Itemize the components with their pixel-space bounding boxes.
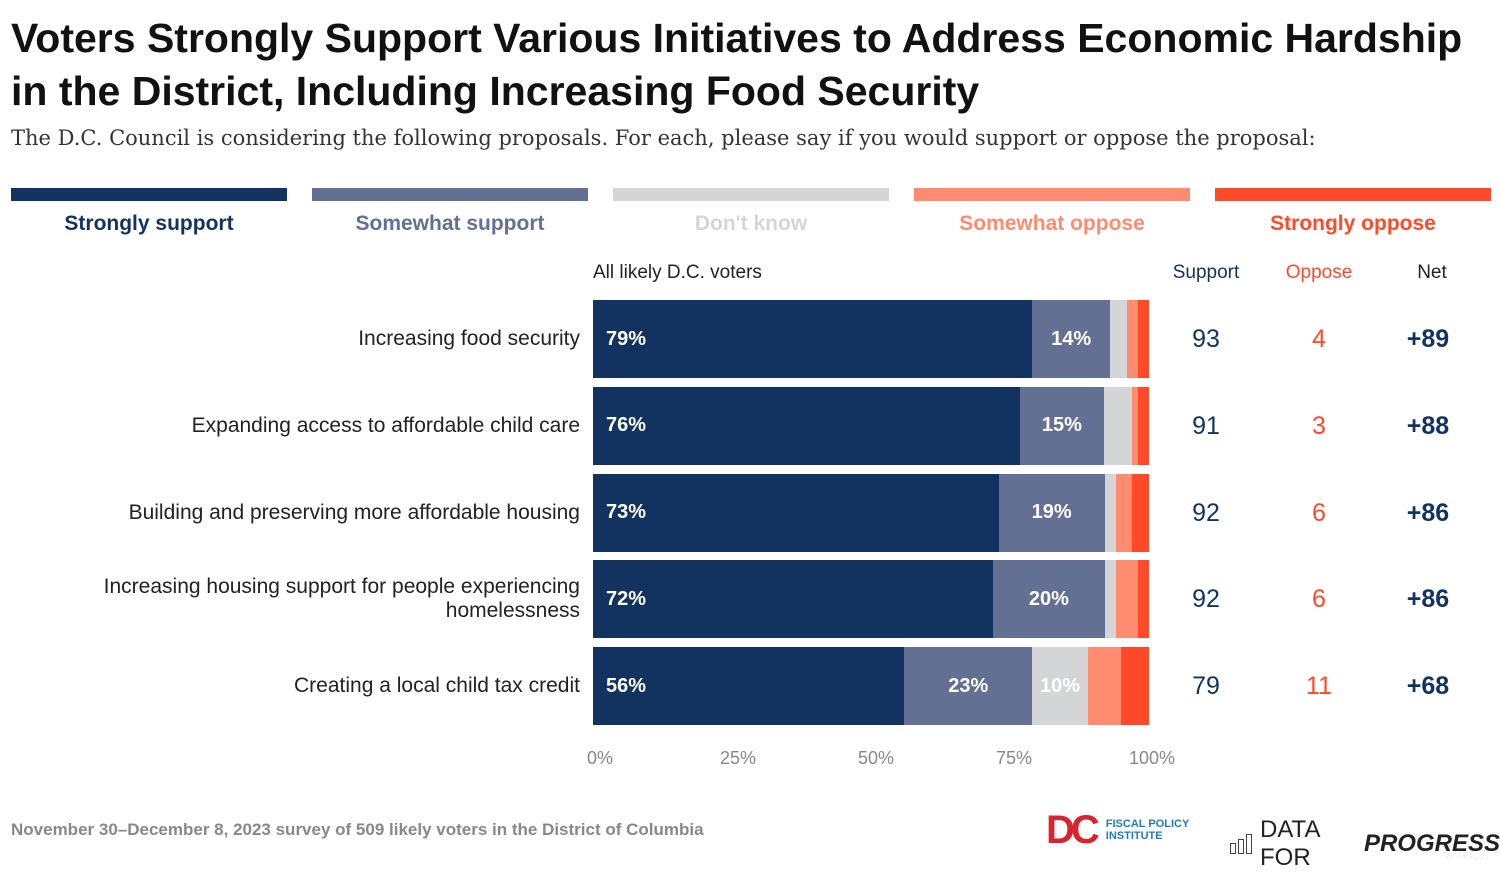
bar-chart-icon [1230,834,1252,854]
legend-swatch [312,188,588,201]
bar-segment-strongly-oppose [1121,647,1149,726]
support-value: 92 [1192,498,1220,527]
support-value: 79 [1192,672,1220,701]
bar-segment-don-t-know [1104,473,1116,552]
support-value: 91 [1192,411,1220,440]
bar-segment-somewhat-support: 14% [1032,300,1111,378]
footer-note: November 30–December 8, 2023 survey of 5… [11,820,704,839]
bar-segment-somewhat-oppose [1115,473,1133,552]
legend-label: Don't know [694,212,808,235]
data-label: 73% [606,501,647,524]
legend-swatch [1215,188,1491,201]
dfp-logo: DATA FOR PROGRESS [1230,816,1500,872]
bar-segment-somewhat-support: 20% [993,560,1105,639]
support-value: 93 [1192,325,1220,353]
bar-segment-somewhat-support: 15% [1019,386,1105,465]
data-label: 23% [948,674,989,697]
stacked-bar: 56% 23% 10% [593,647,1149,726]
legend-label: Strongly oppose [1270,212,1436,235]
data-label: 19% [1031,501,1072,524]
legend-item: Strongly support [11,188,287,236]
data-label: 56% [606,674,647,697]
bar-segment-strongly-oppose [1137,386,1149,465]
legend-item: Somewhat oppose [914,188,1190,236]
bar-segment-somewhat-oppose [1126,300,1138,378]
oppose-value: 4 [1312,325,1326,353]
category-label: Expanding access to affordable child car… [191,413,580,437]
oppose-value: 6 [1312,585,1326,614]
bar-segment-strongly-support: 72% [593,560,994,639]
net-value: +86 [1406,585,1450,614]
bar-segment-don-t-know: 10% [1032,647,1088,726]
bar-segment-don-t-know [1104,386,1133,465]
x-tick-label: 50% [857,748,895,768]
bar-segment-somewhat-support: 23% [904,647,1033,726]
data-label: 72% [606,587,647,610]
oppose-value: 3 [1312,411,1326,440]
bar-segment-somewhat-support: 19% [998,473,1105,552]
bar-segment-strongly-oppose [1137,300,1149,378]
stacked-bar: 72% 20% [593,560,1149,639]
data-label: 20% [1028,587,1069,610]
legend-label: Somewhat oppose [959,212,1145,235]
bar-segment-strongly-support: 79% [593,300,1033,378]
legend-swatch [613,188,889,201]
legend-item: Strongly oppose [1215,188,1491,236]
bar-segment-don-t-know [1104,560,1116,639]
legend-label: Strongly support [64,212,234,235]
oppose-header: Oppose [1285,262,1353,283]
oppose-value: 11 [1306,672,1332,701]
x-tick-label: 75% [995,748,1033,768]
dcfpi-logo: DC FISCAL POLICY INSTITUTE [1046,808,1190,852]
bar-segment-strongly-oppose [1132,473,1149,552]
bar-segment-somewhat-oppose [1087,647,1122,726]
x-tick-label: 25% [719,748,757,768]
bar-segment-somewhat-oppose [1115,560,1138,639]
bar-segment-strongly-oppose [1137,560,1149,639]
data-label: 79% [606,327,647,350]
oppose-value: 6 [1312,498,1326,527]
bar-segment-strongly-support: 76% [593,386,1020,465]
chart-subtitle: The D.C. Council is considering the foll… [11,126,1316,150]
legend-item: Somewhat support [312,188,588,236]
data-label: 76% [606,414,647,437]
category-label: Increasing housing support for people ex… [103,575,580,623]
net-header: Net [1417,262,1447,283]
legend-swatch [914,188,1190,201]
stacked-bar: 76% 15% [593,386,1149,465]
x-tick-label: 0% [586,748,614,768]
x-tick-label: 100% [1128,748,1176,768]
data-label: 14% [1051,327,1092,350]
chart-title: Voters Strongly Support Various Initiati… [11,15,1463,114]
bar-segment-strongly-support: 73% [593,473,999,552]
legend-label: Somewhat support [355,212,545,235]
legend-item: Don't know [613,188,889,236]
group-label: All likely D.C. voters [593,262,762,283]
net-value: +89 [1406,325,1450,353]
bar-segment-somewhat-oppose [1132,386,1138,465]
net-value: +88 [1406,411,1450,440]
bar-segment-don-t-know [1110,300,1127,378]
stacked-bar: 79% 14% [593,300,1149,378]
chart-id: ID: TAGQDY [1444,852,1491,861]
category-label: Building and preserving more affordable … [128,500,580,524]
data-label: 15% [1041,414,1082,437]
category-label: Increasing food security [358,327,580,350]
support-header: Support [1172,262,1240,283]
bar-segment-strongly-support: 56% [593,647,905,726]
net-value: +86 [1406,498,1450,527]
legend-swatch [11,188,287,201]
stacked-bar: 73% 19% [593,473,1149,552]
support-value: 92 [1192,585,1220,614]
net-value: +68 [1406,672,1450,701]
category-label: Creating a local child tax credit [294,674,580,698]
data-label: 10% [1040,674,1081,697]
